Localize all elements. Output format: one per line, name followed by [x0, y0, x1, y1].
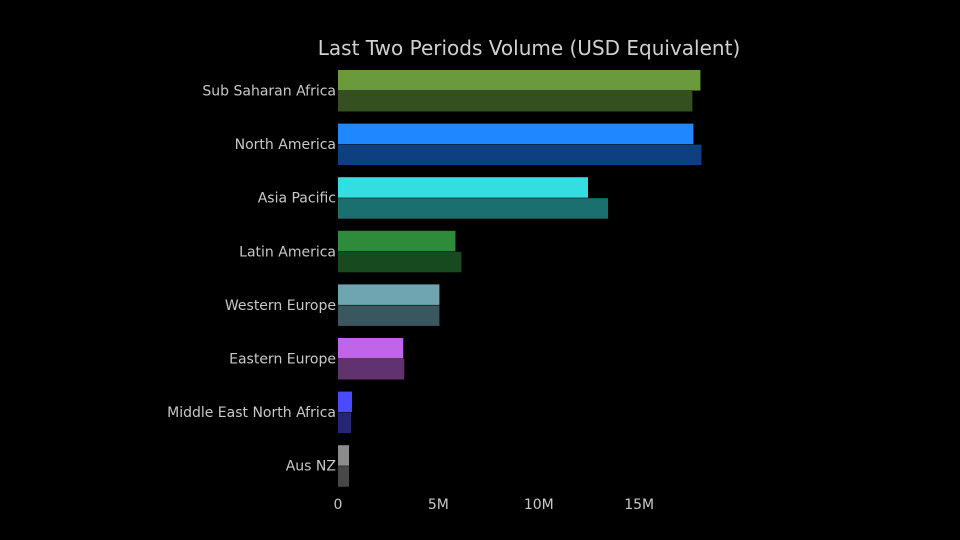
bar-previous-0 — [338, 70, 701, 91]
bar-latest-1 — [338, 144, 702, 166]
y-axis-labels: Sub Saharan Africa North America Asia Paci… — [167, 84, 336, 475]
category-label-5: Eastern Europe — [229, 352, 336, 368]
bar-previous-2 — [338, 177, 588, 198]
bars-group — [338, 70, 702, 487]
bar-previous-3 — [338, 230, 456, 252]
bar-latest-6 — [338, 412, 352, 434]
x-tick-label-0: 0 — [334, 497, 343, 513]
x-tick-label-1: 5M — [428, 497, 449, 513]
category-label-0: Sub Saharan Africa — [202, 84, 336, 100]
x-tick-label-2: 10M — [524, 497, 554, 513]
category-label-2: Asia Pacific — [258, 191, 336, 207]
category-label-6: Middle East North Africa — [167, 405, 336, 421]
chart-title: Last Two Periods Volume (USD Equivalent) — [318, 36, 741, 60]
x-tick-label-3: 15M — [624, 497, 654, 513]
bar-latest-7 — [338, 466, 350, 487]
x-axis-ticks: 0 5M 10M 15M — [334, 497, 655, 513]
bar-previous-4 — [338, 284, 440, 305]
bar-previous-1 — [338, 123, 694, 145]
bar-latest-3 — [338, 251, 462, 273]
category-label-3: Latin America — [239, 244, 336, 260]
category-label-4: Western Europe — [225, 298, 336, 314]
bar-previous-6 — [338, 391, 353, 413]
bar-latest-5 — [338, 359, 405, 380]
bar-latest-4 — [338, 305, 440, 326]
bar-previous-5 — [338, 338, 404, 359]
category-label-1: North America — [235, 137, 336, 153]
bar-latest-0 — [338, 91, 693, 112]
category-label-7: Aus NZ — [286, 459, 336, 475]
bar-previous-7 — [338, 445, 350, 466]
bar-latest-2 — [338, 198, 609, 219]
